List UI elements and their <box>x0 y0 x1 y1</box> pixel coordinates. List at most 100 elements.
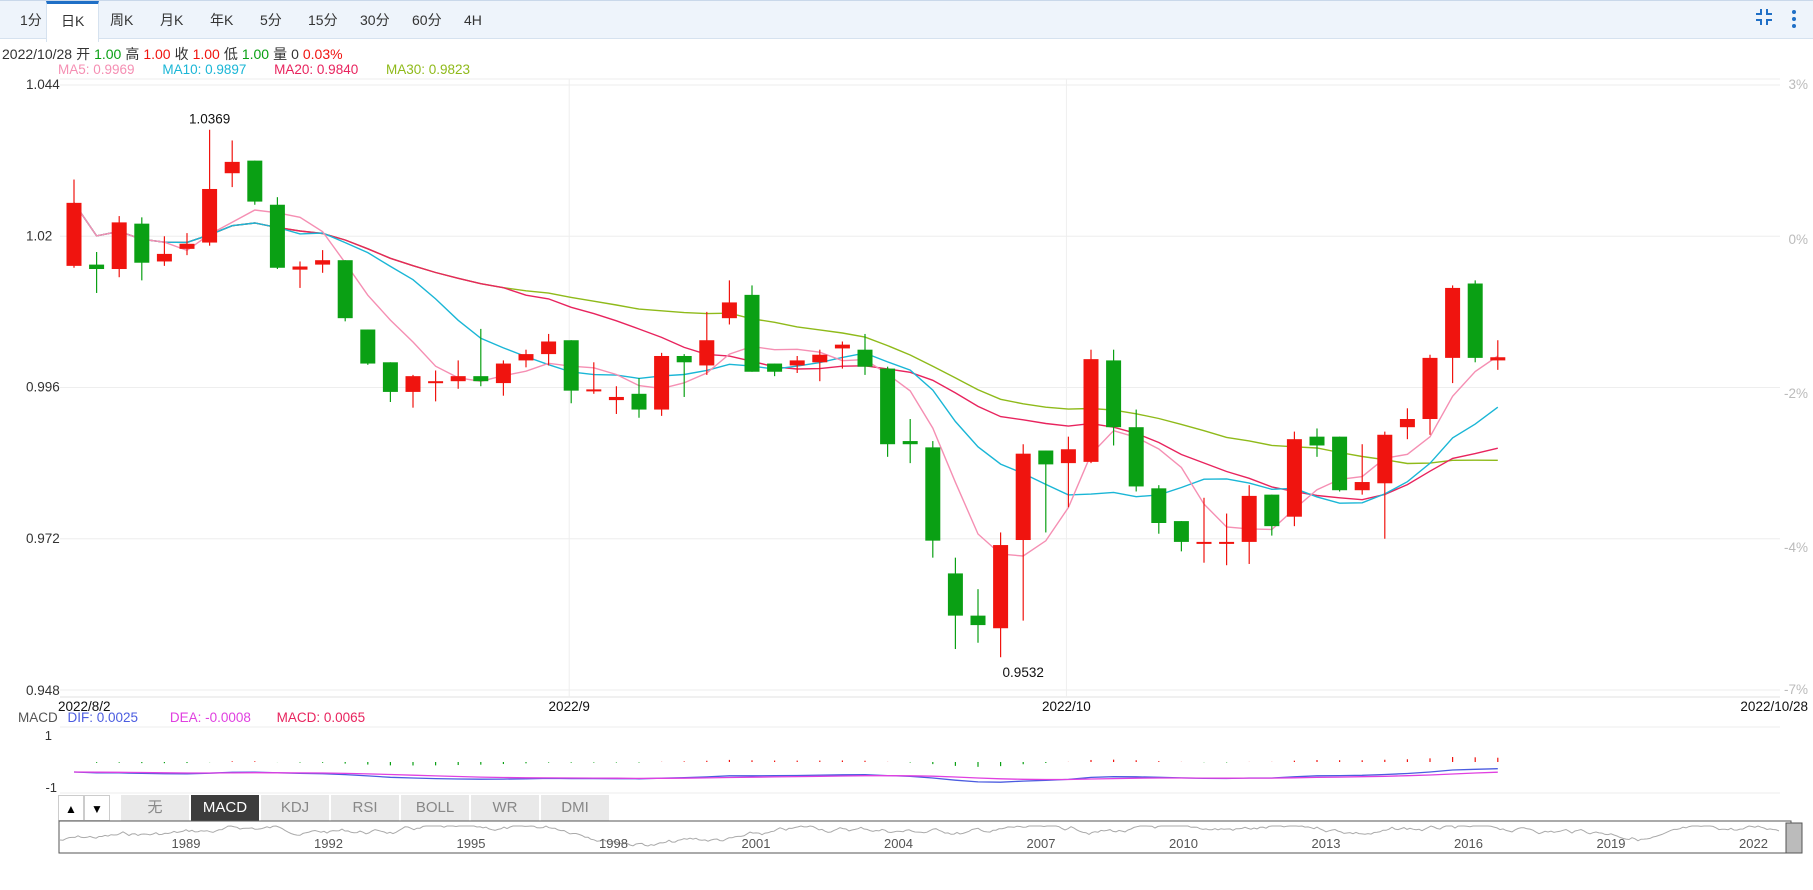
tab-3[interactable]: 月K <box>160 12 184 28</box>
candle <box>1173 521 1189 552</box>
candle-body <box>405 376 421 392</box>
macd-axis-min: -1 <box>45 780 57 795</box>
candle-body <box>744 294 760 372</box>
candle <box>721 280 737 325</box>
pct-tick-label: 3% <box>1788 77 1808 92</box>
candle-body <box>676 355 692 363</box>
candle <box>382 362 398 402</box>
macd-title: MACD <box>18 710 58 725</box>
candle <box>360 329 376 365</box>
candle-body <box>1399 419 1415 428</box>
candle-body <box>247 160 263 202</box>
candle-body <box>857 349 873 367</box>
candle-body <box>1038 450 1054 465</box>
candle-body <box>1422 357 1438 420</box>
max-price-label: 1.0369 <box>189 112 230 127</box>
candle <box>292 261 308 288</box>
candle-body <box>880 368 896 445</box>
ma20-legend: MA20: 0.9840 <box>274 62 359 77</box>
candle <box>1490 340 1506 370</box>
shrink-arrows-icon[interactable] <box>1754 7 1774 32</box>
navigator-year-label: 2019 <box>1597 836 1626 851</box>
candle <box>902 419 918 464</box>
indicator-button-6[interactable]: DMI <box>541 795 610 821</box>
scroll-up-icon[interactable]: ▲ <box>58 795 84 821</box>
candle-body <box>1083 359 1099 462</box>
candles <box>66 129 1506 658</box>
pct-tick-label: -4% <box>1784 540 1808 555</box>
tab-2[interactable]: 周K <box>110 12 134 28</box>
indicator-button-5[interactable]: WR <box>471 795 540 821</box>
vertical-dots-icon[interactable] <box>1791 9 1797 34</box>
candle <box>1286 431 1302 527</box>
ma10-line <box>73 202 1499 504</box>
ohlc-info: 2022/10/28 开 1.00 高 1.00 收 1.00 低 1.00 量 0 0.03% <box>2 44 347 64</box>
ma30-line <box>73 202 1498 465</box>
candle-body <box>450 376 466 382</box>
y-axis-labels: 1.044 1.02 0.996 0.972 0.948 <box>26 77 60 698</box>
indicator-button-3[interactable]: RSI <box>331 795 400 821</box>
tab-1[interactable]: 日K <box>46 1 100 42</box>
candle <box>699 311 715 375</box>
candle-body <box>563 340 579 391</box>
scroll-down-icon[interactable]: ▼ <box>84 795 110 821</box>
candle-body <box>518 354 534 361</box>
candle-body <box>292 266 308 270</box>
open-label: 开 <box>76 46 91 62</box>
volume-label: 量 <box>273 46 288 62</box>
tab-4[interactable]: 年K <box>210 12 234 28</box>
candle <box>608 386 624 414</box>
candle-body <box>134 223 150 263</box>
candle <box>1106 349 1122 446</box>
candle-body <box>947 573 963 616</box>
ma5-line <box>73 202 1499 557</box>
indicator-button-0[interactable]: 无 <box>121 795 190 821</box>
candle-body <box>360 329 376 364</box>
navigator-year-label: 2013 <box>1312 836 1341 851</box>
candle <box>1354 444 1370 495</box>
high-label: 高 <box>125 46 140 62</box>
ma-legend: MA5: 0.9969 MA10: 0.9897 MA20: 0.9840 MA… <box>58 62 474 77</box>
candle <box>767 363 783 377</box>
candle <box>1015 444 1031 621</box>
candle <box>857 333 873 375</box>
navigator-year-label: 1998 <box>599 836 628 851</box>
candle-body <box>1106 360 1122 428</box>
indicator-button-4[interactable]: BOLL <box>401 795 470 821</box>
tab-5[interactable]: 5分 <box>260 12 282 28</box>
tab-0[interactable]: 1分 <box>20 12 42 28</box>
navigator-year-label: 2022 <box>1739 836 1768 851</box>
candle-body <box>1332 436 1348 491</box>
candle <box>1196 497 1212 563</box>
navigator-year-label: 2007 <box>1027 836 1056 851</box>
x-tick-label: 2022/10 <box>1042 699 1091 714</box>
y-tick-label: 1.044 <box>26 77 60 92</box>
open-value: 1.00 <box>94 46 122 62</box>
time-navigator[interactable]: 1989 1992 1995 1998 2001 2004 2007 2010 2013 2016… <box>0 820 1813 854</box>
candle <box>947 557 963 650</box>
tab-6[interactable]: 15分 <box>308 12 338 28</box>
candle-body <box>179 243 195 249</box>
tab-8[interactable]: 60分 <box>412 12 442 28</box>
candle <box>337 260 353 322</box>
macd-value-legend: MACD: 0.0065 <box>276 710 366 725</box>
candle <box>812 349 828 382</box>
candle <box>789 355 805 374</box>
extreme-labels: 1.0369 0.9532 <box>189 112 1044 680</box>
tab-7[interactable]: 30分 <box>360 12 390 28</box>
candle-body <box>269 204 285 268</box>
candle-body <box>925 447 941 541</box>
candle <box>1241 485 1257 564</box>
indicator-button-1[interactable]: MACD <box>191 795 260 821</box>
y-tick-label: 0.948 <box>26 683 60 698</box>
candle-body <box>1286 439 1302 517</box>
indicator-button-2[interactable]: KDJ <box>261 795 330 821</box>
candle-body <box>1151 488 1167 523</box>
candle <box>1332 436 1348 492</box>
tab-9[interactable]: 4H <box>464 12 482 28</box>
candle <box>1038 450 1054 533</box>
candle-body <box>111 222 127 270</box>
candle <box>247 160 263 205</box>
candle <box>179 233 195 256</box>
